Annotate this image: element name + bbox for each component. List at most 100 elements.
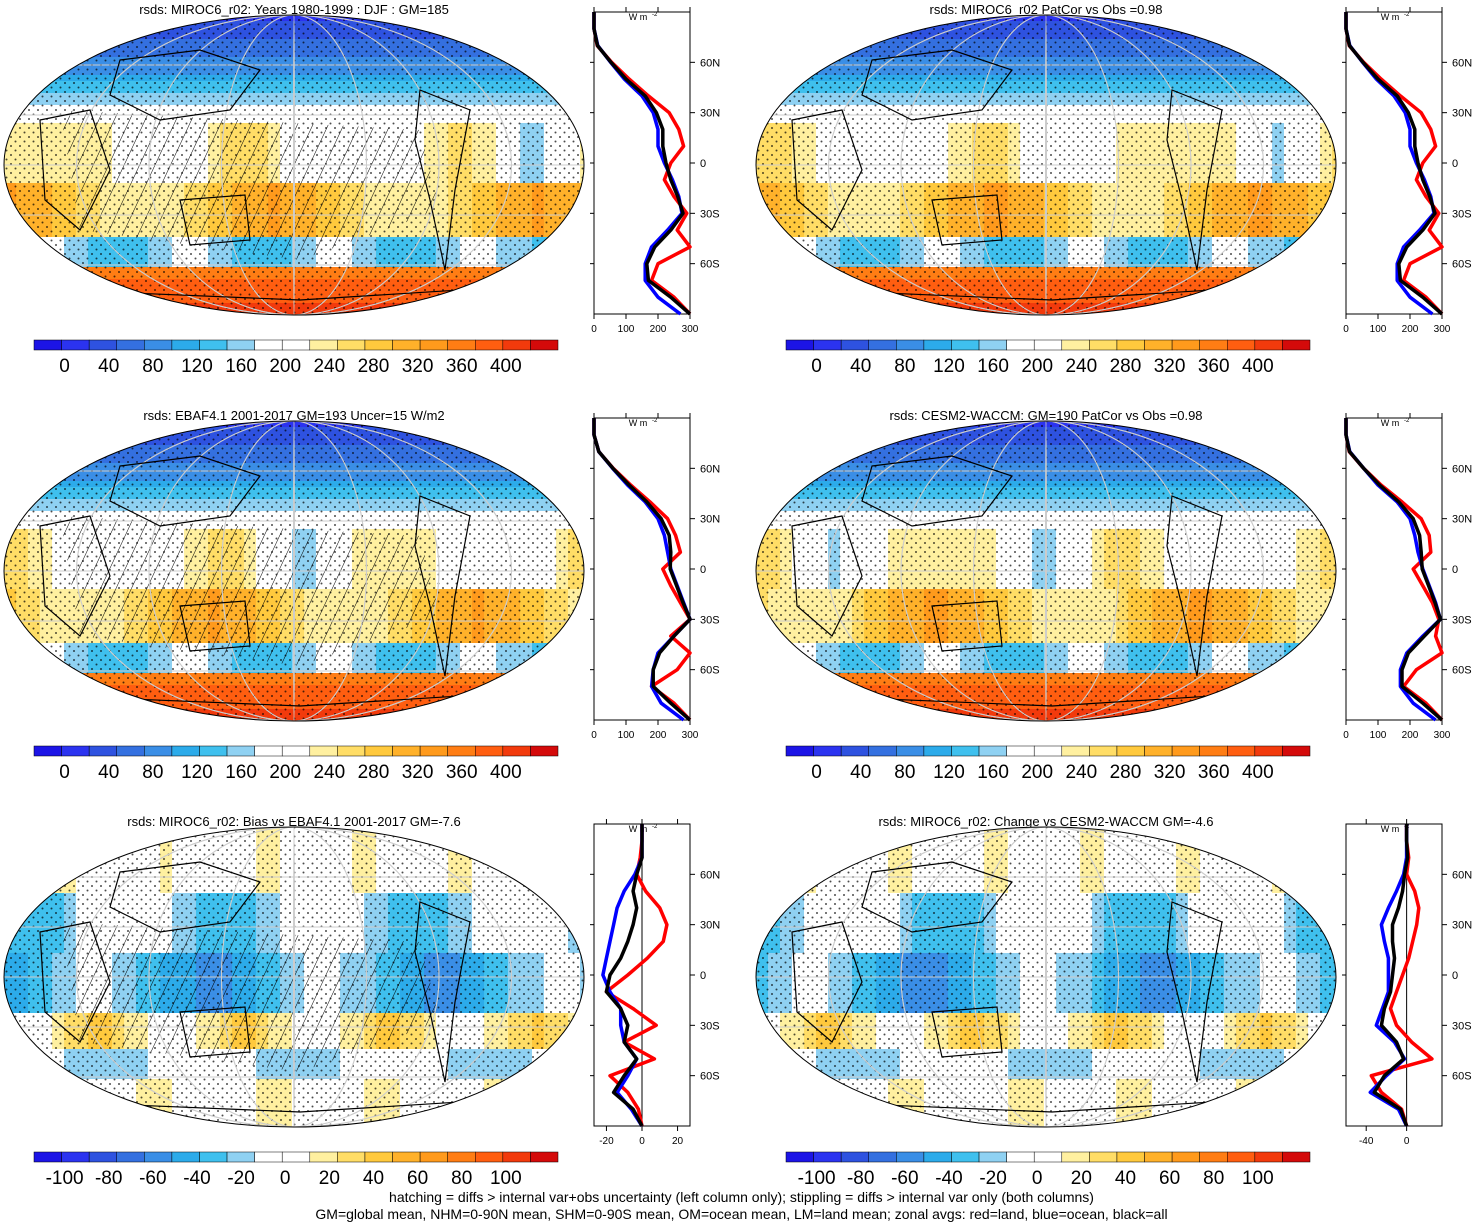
map-cell (520, 21, 533, 28)
map-cell (1284, 285, 1297, 292)
map-cell (912, 15, 925, 22)
map-cell (508, 291, 521, 298)
map-cell (792, 51, 805, 58)
map-cell (484, 15, 497, 22)
map-cell (556, 63, 569, 70)
map-cell (64, 273, 77, 280)
map-cell (112, 297, 125, 304)
map-cell (4, 87, 17, 94)
map-cell (780, 87, 793, 94)
map-cell (1332, 135, 1345, 142)
map-cell (1296, 51, 1309, 58)
map-cell (1308, 273, 1321, 280)
map-cell (1284, 279, 1297, 286)
map-cell (100, 303, 113, 310)
map-cell (448, 15, 461, 22)
map-cell (756, 231, 769, 238)
map-cell (568, 231, 581, 238)
map-cell (1188, 297, 1201, 304)
map-cell (508, 273, 521, 280)
map-cell (556, 231, 569, 238)
map-cell (580, 237, 593, 244)
map-cell (412, 21, 425, 28)
map-cell (484, 297, 497, 304)
map-cell (544, 273, 557, 280)
map-cell (1308, 249, 1321, 256)
map-cell (544, 297, 557, 304)
lat-tick-label: 0 (700, 158, 706, 170)
map-cell (780, 291, 793, 298)
map-cell (900, 303, 913, 310)
map-cell (816, 27, 829, 34)
map-cell (40, 285, 53, 292)
colorbar-segment (34, 340, 62, 350)
map-cell (16, 27, 29, 34)
map-cell (1332, 231, 1345, 238)
map-cell (1260, 309, 1273, 316)
map-cell (16, 69, 29, 76)
map-cell (876, 309, 889, 316)
map-cell (888, 303, 901, 310)
map-cell (496, 15, 509, 22)
map-cell (876, 21, 889, 28)
map-cell (4, 297, 17, 304)
map-cell (544, 75, 557, 82)
map-cell (1332, 81, 1345, 88)
map-cell (28, 279, 41, 286)
map-cell (568, 33, 581, 40)
map-cell (1332, 15, 1345, 22)
map-cell (568, 255, 581, 262)
map-cell (756, 111, 769, 118)
map-cell (756, 285, 769, 292)
map-cell (1296, 69, 1309, 76)
map-cell (544, 33, 557, 40)
map-cell (804, 27, 817, 34)
map-cell (508, 51, 521, 58)
map-cell (16, 21, 29, 28)
map-cell (28, 291, 41, 298)
map-cell (1272, 45, 1285, 52)
map-cell (1296, 27, 1309, 34)
map-cell (1332, 33, 1345, 40)
map-cell (1320, 21, 1333, 28)
map-cell (388, 309, 401, 316)
map-cell (756, 297, 769, 304)
map-cell (936, 309, 949, 316)
map-cell (1332, 39, 1345, 46)
map-cell (580, 135, 593, 142)
map-cell (16, 39, 29, 46)
map-cell (484, 27, 497, 34)
map-cell (4, 39, 17, 46)
colorbar-segment (255, 340, 283, 350)
map-cell (756, 87, 769, 94)
map-cell (16, 279, 29, 286)
map-cell (76, 279, 89, 286)
map-cell (16, 285, 29, 292)
map-cell (1164, 15, 1177, 22)
map-cell (804, 261, 817, 268)
map-cell (16, 249, 29, 256)
map-cell (876, 297, 889, 304)
map-cell (496, 273, 509, 280)
map-cell (52, 261, 65, 268)
map-cell (768, 231, 781, 238)
map-cell (508, 309, 521, 316)
colorbar-segment (530, 340, 558, 350)
map-cell (1320, 87, 1333, 94)
map-cell (1260, 33, 1273, 40)
map-cell (1320, 93, 1333, 100)
map-cell (4, 15, 17, 22)
map-cell (580, 45, 593, 52)
map-cell (76, 27, 89, 34)
map-cell (1188, 309, 1201, 316)
map-cell (64, 309, 77, 316)
map-cell (1320, 57, 1333, 64)
map-cell (1320, 39, 1333, 46)
map-cell (424, 303, 437, 310)
map-cell (580, 273, 593, 280)
map-cell (768, 99, 781, 106)
map-cell (448, 303, 461, 310)
colorbar-tick-label: 320 (402, 356, 434, 377)
map-cell (556, 39, 569, 46)
map-cell (852, 27, 865, 34)
